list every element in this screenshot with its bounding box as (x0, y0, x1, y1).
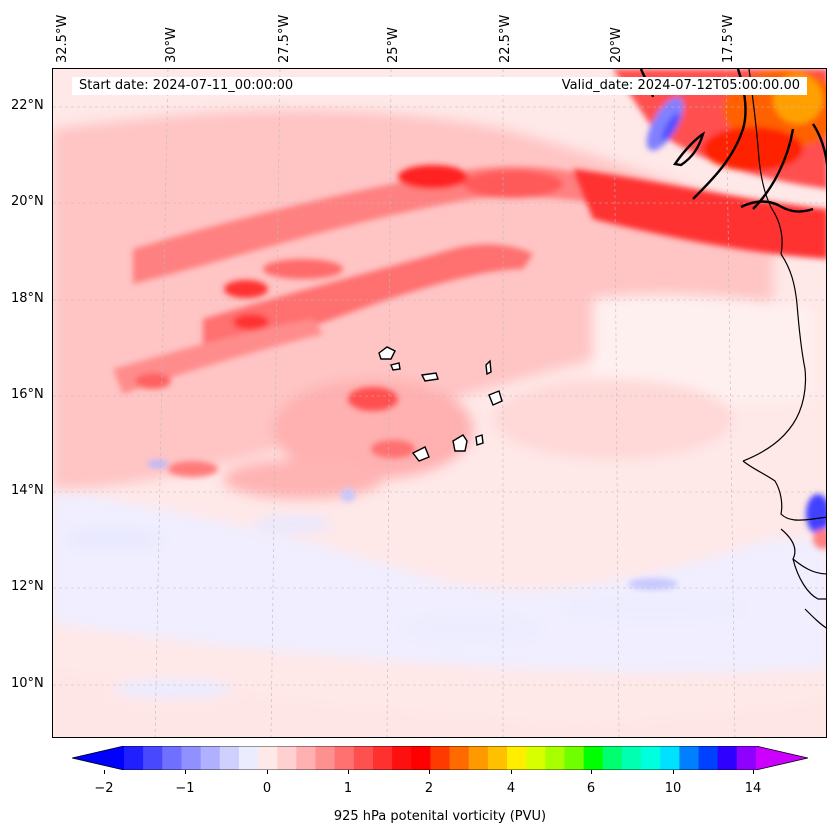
lat-label-18n: 18°N (11, 291, 44, 306)
lon-label-30w: 30°W (164, 27, 179, 63)
colorbar-segment (507, 746, 527, 770)
date-banner: Start date: 2024-07-11_00:00:00 Valid_da… (72, 77, 807, 95)
colorbar-tick-label: 6 (586, 781, 596, 796)
colorbar-title: 925 hPa potenital vorticity (PVU) (333, 809, 547, 824)
colorbar-tick-label: 0 (262, 781, 272, 796)
cape-verde-islands (378, 346, 503, 462)
potential-vorticity-field (53, 69, 826, 737)
colorbar-segment (124, 746, 144, 770)
colorbar-segment (660, 746, 680, 770)
colorbar-segment (468, 746, 489, 770)
lat-label-12n: 12°N (11, 579, 44, 594)
colorbar-segment (296, 746, 317, 770)
colorbar-tick (511, 770, 512, 774)
graticule (53, 69, 826, 737)
lat-label-14n: 14°N (11, 483, 44, 498)
colorbar-tick-label: −1 (175, 781, 195, 796)
colorbar-tick (104, 770, 105, 774)
lon-label-20w: 20°W (609, 27, 624, 63)
colorbar-tick (429, 770, 430, 774)
colorbar-tick-label: 2 (424, 781, 434, 796)
colorbar-tick-label: 1 (343, 781, 353, 796)
colorbar-segment (219, 746, 240, 770)
colorbar-segment (641, 746, 661, 770)
high-pv-streaks (113, 165, 653, 477)
colorbar-tick-label: 14 (744, 781, 762, 796)
colorbar-segment (334, 746, 355, 770)
colorbar-segment (564, 746, 585, 770)
lat-label-16n: 16°N (11, 387, 44, 402)
colorbar-segment (411, 746, 431, 770)
colorbar-segment (315, 746, 336, 770)
lon-label-25w: 25°W (386, 27, 401, 63)
colorbar-segment (392, 746, 412, 770)
colorbar-segment (679, 746, 700, 770)
colorbar-segment (238, 746, 259, 770)
colorbar-tick (185, 770, 186, 774)
colorbar-segment (162, 746, 182, 770)
colorbar-segment (449, 746, 470, 770)
colorbar-extend-max (756, 746, 808, 770)
colorbar-tick (267, 770, 268, 774)
southeast-low-pv (148, 460, 826, 590)
colorbar-tick (591, 770, 592, 774)
colorbar-segment (698, 746, 719, 770)
low-pv-band (53, 489, 826, 737)
colorbar-segment (143, 746, 163, 770)
colorbar-segment (200, 746, 221, 770)
colorbar-segment (602, 746, 623, 770)
colorbar-tick (348, 770, 349, 774)
colorbar-segment (372, 746, 393, 770)
lon-label-32.5w: 32.5°W (55, 14, 70, 63)
valid-date-label: Valid_date: 2024-07-12T05:00:00.00 (561, 78, 800, 93)
coastline (742, 69, 826, 629)
colorbar-tick-label: −2 (94, 781, 114, 796)
lat-label-10n: 10°N (11, 676, 44, 691)
lon-label-17.5w: 17.5°W (721, 14, 736, 63)
colorbar-segment (621, 746, 642, 770)
colorbar-segment (277, 746, 297, 770)
colorbar-extend-min (72, 746, 124, 770)
colorbar-segment (430, 746, 451, 770)
lon-label-22.5w: 22.5°W (498, 14, 513, 63)
colorbar-tick (753, 770, 754, 774)
colorbar (72, 746, 808, 770)
colorbar-segment (258, 746, 278, 770)
colorbar-tick-label: 4 (506, 781, 516, 796)
start-date-label: Start date: 2024-07-11_00:00:00 (79, 78, 294, 93)
colorbar-segment (717, 746, 738, 770)
lon-label-27.5w: 27.5°W (277, 14, 292, 63)
lat-label-22n: 22°N (11, 98, 44, 113)
lat-label-20n: 20°N (11, 194, 44, 209)
map-panel (52, 68, 827, 738)
colorbar-segment (583, 746, 604, 770)
colorbar-segment (545, 746, 565, 770)
colorbar-segment (736, 746, 757, 770)
colorbar-tick (673, 770, 674, 774)
colorbar-segment (181, 746, 202, 770)
colorbar-segment (353, 746, 374, 770)
colorbar-segment (526, 746, 546, 770)
colorbar-segment (487, 746, 508, 770)
colorbar-tick-label: 10 (664, 781, 682, 796)
